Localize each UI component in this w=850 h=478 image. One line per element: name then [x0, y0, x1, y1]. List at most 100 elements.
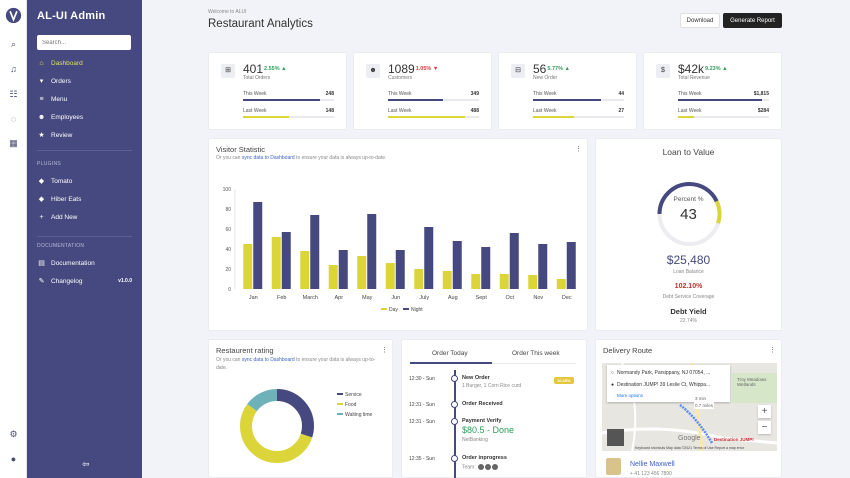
legend-swatch — [403, 308, 409, 310]
bar-night[interactable] — [538, 244, 548, 289]
bar-day[interactable] — [414, 269, 424, 289]
legend-label: Night — [411, 307, 423, 313]
sync-link[interactable]: sync data to Dashboard — [241, 155, 295, 161]
sidebar-search-input[interactable] — [37, 35, 131, 50]
this-week-label: This Week — [388, 91, 412, 97]
tab-order-today[interactable]: Order Today — [432, 350, 468, 357]
this-week-value: 349 — [470, 91, 479, 97]
gear-icon[interactable]: ⚙ — [9, 429, 18, 439]
download-button[interactable]: Download — [680, 13, 720, 28]
tab-underline-base — [410, 363, 576, 364]
bar-day[interactable] — [385, 263, 395, 289]
sidebar-item-dashboard[interactable]: ⌂ Dashboard — [37, 57, 132, 69]
users-icon: ☻ — [366, 64, 380, 78]
last-week-value: 148 — [325, 108, 334, 114]
sidebar-item-add-new[interactable]: + Add New — [37, 211, 132, 223]
bar-night[interactable] — [395, 250, 405, 289]
generate-report-button[interactable]: Generate Report — [723, 13, 782, 28]
origin-circle-icon: ○ — [611, 370, 615, 376]
search-icon[interactable]: ⌕ — [10, 39, 17, 49]
bar-night[interactable] — [338, 250, 348, 289]
bar-day[interactable] — [300, 251, 310, 289]
stat-card: $ $42k9.23% ▲ Total Revenue This Week $1… — [643, 52, 782, 130]
zoom-in-button[interactable]: + — [758, 405, 771, 418]
welcome-text: Welcome to ALUI — [208, 9, 247, 15]
contact-name[interactable]: Nellie Maxwell — [630, 461, 675, 468]
bar-day[interactable] — [442, 271, 452, 289]
more-options-icon[interactable]: ⋮ — [381, 347, 388, 354]
timeline-title: Order inprogress — [462, 455, 507, 461]
sidebar-item-menu[interactable]: ≡ Menu — [37, 93, 132, 105]
legend-swatch — [337, 413, 343, 415]
x-tick-label: July — [419, 295, 429, 301]
bar-day[interactable] — [471, 274, 481, 289]
avatar — [492, 464, 499, 470]
bar-day[interactable] — [499, 274, 509, 289]
sidebar-item-review[interactable]: ★ Review — [38, 131, 73, 140]
sidebar-item-documentation[interactable]: ▤ Documentation — [38, 259, 95, 268]
sidebar-item-hiber-eats[interactable]: ◆ Hiber Eats — [38, 195, 82, 204]
this-week-bar — [388, 99, 479, 101]
timeline-dot — [451, 401, 458, 408]
last-week-bar — [678, 116, 769, 118]
timeline-sub: NetBanking — [462, 437, 488, 443]
timeline-time: 12:30 - Sun — [409, 376, 435, 382]
gauge-label: Percent % — [673, 196, 704, 203]
donut-slice-waiting-time[interactable] — [240, 389, 314, 463]
bar-day[interactable] — [328, 265, 338, 289]
x-tick-label: Feb — [277, 295, 286, 301]
logo-icon[interactable] — [5, 7, 22, 24]
bell-icon[interactable]: ♫ — [10, 64, 17, 74]
calendar-icon[interactable]: ▦ — [9, 138, 18, 148]
more-options-link[interactable]: More options — [617, 393, 644, 398]
contact-phone: + 41 123 456 7890 — [630, 471, 672, 477]
timeline-time: 12:31 - Sun — [409, 402, 435, 408]
bar-day[interactable] — [271, 237, 281, 289]
user-icon[interactable]: ● — [10, 454, 17, 464]
icon-rail: ⌕ ♫ ☷ ◌ ▦ ⚙ ● — [0, 0, 27, 478]
more-options-icon[interactable]: ⋮ — [575, 146, 582, 153]
this-week-bar — [678, 99, 769, 101]
sliders-icon[interactable]: ☷ — [9, 89, 18, 99]
zoom-out-button[interactable]: − — [758, 421, 771, 434]
bar-night[interactable] — [481, 247, 491, 289]
bar-night[interactable] — [253, 202, 263, 289]
bar-night[interactable] — [509, 233, 519, 289]
donut-slice-food[interactable] — [240, 389, 314, 463]
more-options-icon[interactable]: ⋮ — [769, 347, 776, 354]
restaurant-rating-card: Restaurent rating Or you can sync data t… — [208, 339, 393, 478]
bar-night[interactable] — [452, 241, 462, 289]
bar-night[interactable] — [367, 214, 377, 289]
y-tick-label: 60 — [225, 227, 231, 233]
stat-percent: 9.23% ▲ — [705, 66, 728, 72]
tab-order-this-week[interactable]: Order This week — [512, 350, 560, 357]
route-to: Destination JUMP! 39 Leslie Ct, Whippa..… — [617, 382, 711, 388]
bar-day[interactable] — [528, 275, 538, 289]
sidebar-item-orders[interactable]: ▾ Orders — [37, 75, 132, 87]
sidebar-item-employees[interactable]: ☻ Employees — [37, 113, 84, 121]
sidebar-item-changelog[interactable]: ✎ Changelog v1.0.0 — [38, 277, 132, 286]
route-map[interactable]: Normandy Park, Parsippany, NJ 07054, ...… — [602, 363, 777, 451]
bar-day[interactable] — [556, 279, 566, 289]
timeline-dot — [451, 455, 458, 462]
bar-night[interactable] — [566, 242, 576, 289]
stat-percent: 5.77% ▲ — [547, 66, 570, 72]
bar-night[interactable] — [281, 232, 291, 289]
legend-label: Service — [345, 392, 362, 398]
bar-night[interactable] — [424, 227, 434, 289]
stat-label: Total Revenue — [678, 75, 710, 81]
bar-day[interactable] — [357, 256, 367, 289]
satellite-toggle[interactable] — [607, 429, 624, 446]
chat-icon[interactable]: ◌ — [10, 114, 17, 124]
last-week-value: $284 — [757, 108, 769, 114]
y-tick-label: 80 — [225, 207, 231, 213]
last-week-label: Last Week — [678, 108, 702, 114]
bar-day[interactable] — [243, 244, 253, 289]
collapse-arrow-icon[interactable]: ⇦ — [82, 459, 90, 469]
bar-night[interactable] — [310, 215, 320, 289]
map-footer: Keyboard shortcuts Map data ©2021 Terms … — [635, 446, 745, 450]
this-week-label: This Week — [533, 91, 557, 97]
sidebar-item-tomato[interactable]: ◆ Tomato — [38, 177, 73, 186]
star-icon: ★ — [38, 132, 45, 139]
sync-link[interactable]: sync data to Dashboard — [241, 357, 295, 363]
